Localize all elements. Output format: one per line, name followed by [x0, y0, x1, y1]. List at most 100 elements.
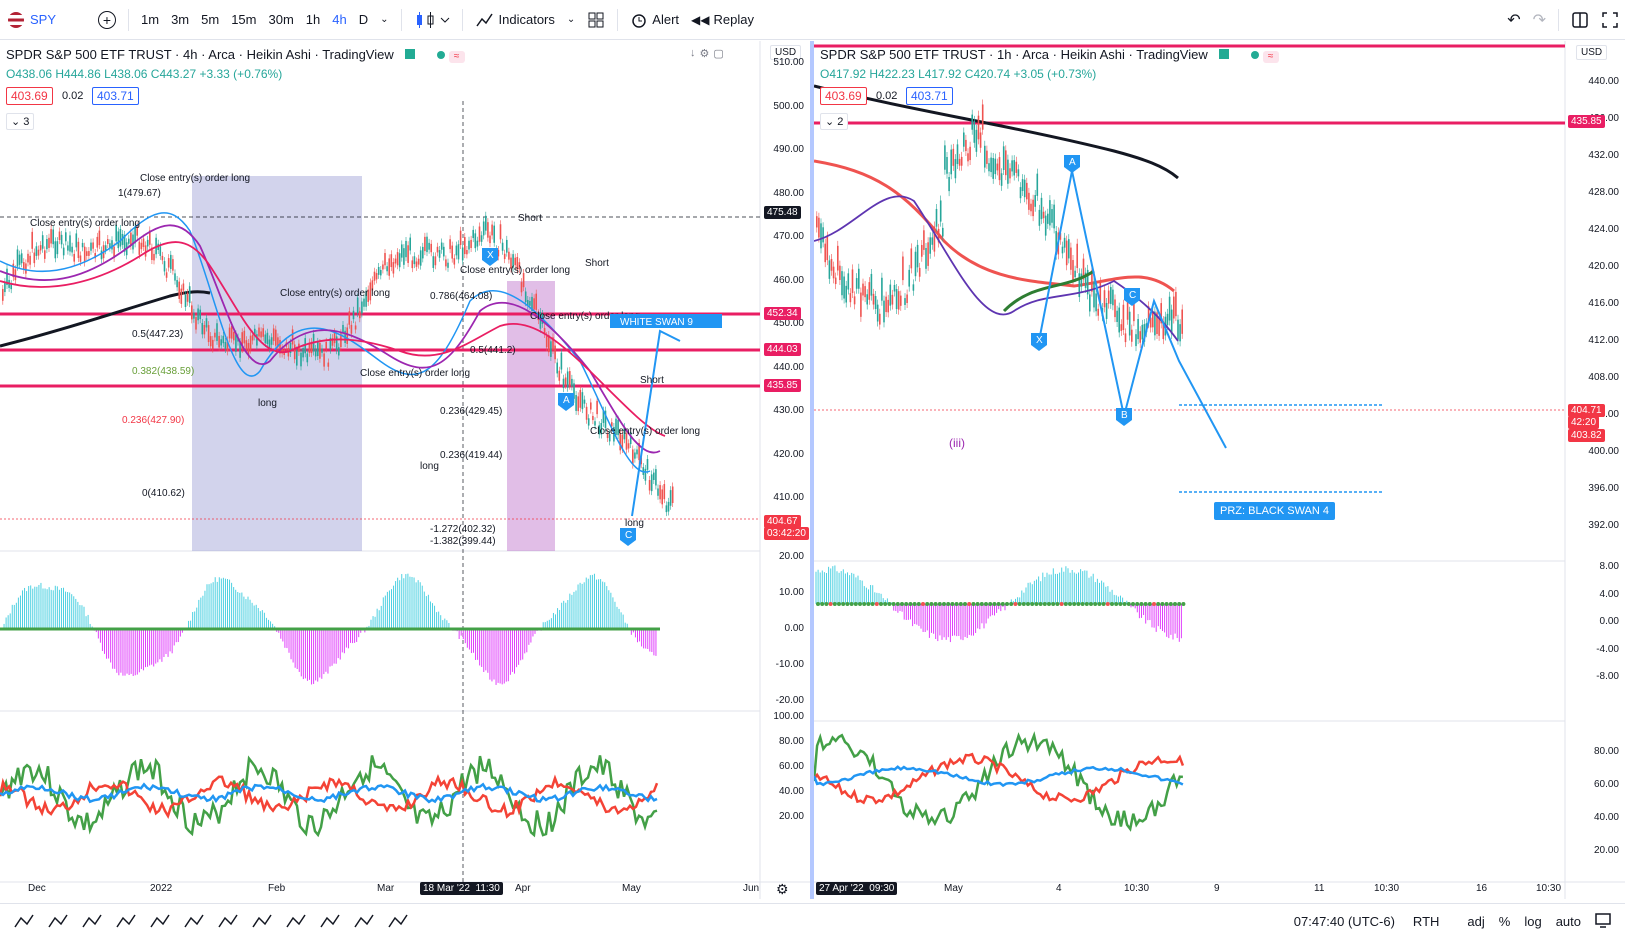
- left-chart-canvas[interactable]: Close entry(s) order long Close entry(s) …: [0, 41, 810, 899]
- horizontal-line-button[interactable]: [178, 907, 210, 935]
- wave-pattern-button[interactable]: [76, 907, 108, 935]
- axis-label: 60.00: [1593, 779, 1619, 790]
- pattern-button[interactable]: [280, 907, 312, 935]
- candle-body: [506, 239, 508, 253]
- candle-body: [923, 230, 925, 250]
- fib-button[interactable]: [212, 907, 244, 935]
- horizontal-line-icon: [184, 914, 204, 928]
- templates-button[interactable]: [581, 0, 611, 40]
- percent-button[interactable]: %: [1498, 913, 1511, 929]
- candle-body: [457, 244, 460, 260]
- candle-body: [864, 286, 866, 298]
- channel-button[interactable]: [144, 907, 176, 935]
- pen-button[interactable]: [246, 907, 278, 935]
- signal-dot: [900, 602, 904, 606]
- time-label: May: [622, 883, 641, 894]
- candle-body: [191, 305, 193, 320]
- menu-lines-button[interactable]: [8, 907, 40, 935]
- abc-pattern-button[interactable]: [42, 907, 74, 935]
- interval-15m[interactable]: 15m: [231, 12, 257, 27]
- screen-settings-button[interactable]: [1595, 912, 1611, 931]
- right-time-axis[interactable]: May 4 10:30 9 11 10:30 16 10:30: [814, 883, 1565, 899]
- fullscreen-button[interactable]: [1595, 0, 1625, 40]
- right-oscillator-axis[interactable]: 8.00 4.00 0.00 -4.00 -8.00: [1565, 561, 1625, 721]
- bar-style-button[interactable]: [408, 0, 456, 40]
- left-time-axis[interactable]: Dec 2022 Feb Mar Apr May Jun: [0, 883, 760, 899]
- signal-dot: [925, 602, 930, 606]
- interval-D[interactable]: D: [358, 12, 369, 27]
- trend-line-button[interactable]: [110, 907, 142, 935]
- left-indicator-toggle[interactable]: ⌄ 3: [6, 113, 35, 130]
- candle-body: [18, 254, 21, 265]
- gann-button[interactable]: [348, 907, 380, 935]
- candle-body: [193, 312, 195, 319]
- projection-button[interactable]: [382, 907, 414, 935]
- candle-body: [1047, 213, 1049, 224]
- right-chart-pane[interactable]: A X B C (iii) SPDR S&P 500 ETF TRUST · 1h · …: [814, 41, 1625, 899]
- interval-5m[interactable]: 5m: [201, 12, 220, 27]
- interval-4h[interactable]: 4h: [332, 12, 347, 27]
- alert-button[interactable]: Alert: [624, 0, 685, 40]
- candle-body: [245, 340, 248, 350]
- cycle-button[interactable]: [314, 907, 346, 935]
- maximize-icon[interactable]: ▢: [713, 48, 724, 60]
- candle-body: [199, 309, 201, 320]
- candle-body: [321, 348, 323, 353]
- candle-body: [212, 339, 214, 349]
- settings-icon[interactable]: ⚙: [699, 48, 710, 60]
- separator: [617, 8, 619, 31]
- candle-body: [948, 177, 950, 192]
- right-currency-label[interactable]: USD: [1576, 45, 1608, 60]
- axis-label: 20.00: [1593, 845, 1619, 856]
- interval-3m[interactable]: 3m: [171, 12, 190, 27]
- layout-button[interactable]: [1565, 0, 1595, 40]
- signal-dot: [870, 602, 875, 606]
- left-price-axis[interactable]: 510.00 500.00 490.00 480.00 470.00 460.00 450.…: [760, 41, 810, 551]
- candle-body: [918, 267, 921, 277]
- annotation-label: Short: [585, 258, 609, 269]
- indicators-button[interactable]: Indicators ⌄: [469, 0, 582, 40]
- signal-dot: [1143, 602, 1148, 606]
- axis-label: -4.00: [1596, 643, 1619, 655]
- candle-body: [655, 469, 657, 486]
- candle-body: [33, 252, 36, 264]
- adj-button[interactable]: adj: [1467, 913, 1485, 929]
- pane-divider[interactable]: [810, 41, 814, 899]
- left-time-axis-settings[interactable]: ⚙: [776, 881, 789, 898]
- signal-dot: [849, 602, 854, 606]
- candle-body: [1124, 333, 1127, 343]
- ma-purple: [0, 224, 661, 454]
- left-chart-pane[interactable]: Close entry(s) order long Close entry(s) …: [0, 41, 810, 899]
- candle-body: [174, 273, 176, 281]
- left-currency-label[interactable]: USD: [770, 45, 802, 60]
- candle-body: [897, 291, 900, 310]
- interval-1h[interactable]: 1h: [305, 12, 321, 27]
- candle-body: [264, 334, 267, 343]
- interval-30m[interactable]: 30m: [268, 12, 294, 27]
- left-bid-box: 403.69: [6, 87, 53, 105]
- candle-body: [81, 242, 84, 248]
- symbol-search[interactable]: SPY: [0, 0, 62, 40]
- auto-button[interactable]: auto: [1555, 913, 1581, 929]
- right-indicator-toggle[interactable]: ⌄ 2: [820, 113, 849, 130]
- left-rsi-axis[interactable]: 100.00 80.00 60.00 40.00 20.00: [760, 711, 810, 881]
- candle-body: [1036, 173, 1039, 196]
- undo-button[interactable]: ↶: [1501, 0, 1526, 40]
- candle-body: [440, 242, 443, 250]
- left-oscillator-axis[interactable]: 20.00 10.00 0.00 -10.00 -20.00: [760, 551, 810, 711]
- interval-1m[interactable]: 1m: [141, 12, 160, 27]
- axis-label: 424.00: [1588, 224, 1619, 235]
- right-chart-canvas[interactable]: A X B C (iii): [814, 41, 1625, 899]
- candle-body: [54, 241, 57, 259]
- interval-more-button[interactable]: ⌄: [374, 0, 394, 40]
- candle-body: [1002, 146, 1005, 171]
- right-rsi-axis[interactable]: 80.00 60.00 40.00 20.00: [1565, 721, 1625, 881]
- candle-body: [1156, 312, 1158, 334]
- replay-button[interactable]: ◀◀ Replay: [685, 0, 760, 40]
- clock[interactable]: 07:47:40 (UTC-6): [1293, 913, 1395, 929]
- redo-button[interactable]: ↷: [1527, 0, 1552, 40]
- compare-symbol-button[interactable]: +: [92, 0, 122, 40]
- session-button[interactable]: RTH: [1412, 913, 1440, 929]
- log-button[interactable]: log: [1524, 913, 1542, 929]
- arrow-down-icon[interactable]: ↓: [690, 47, 696, 59]
